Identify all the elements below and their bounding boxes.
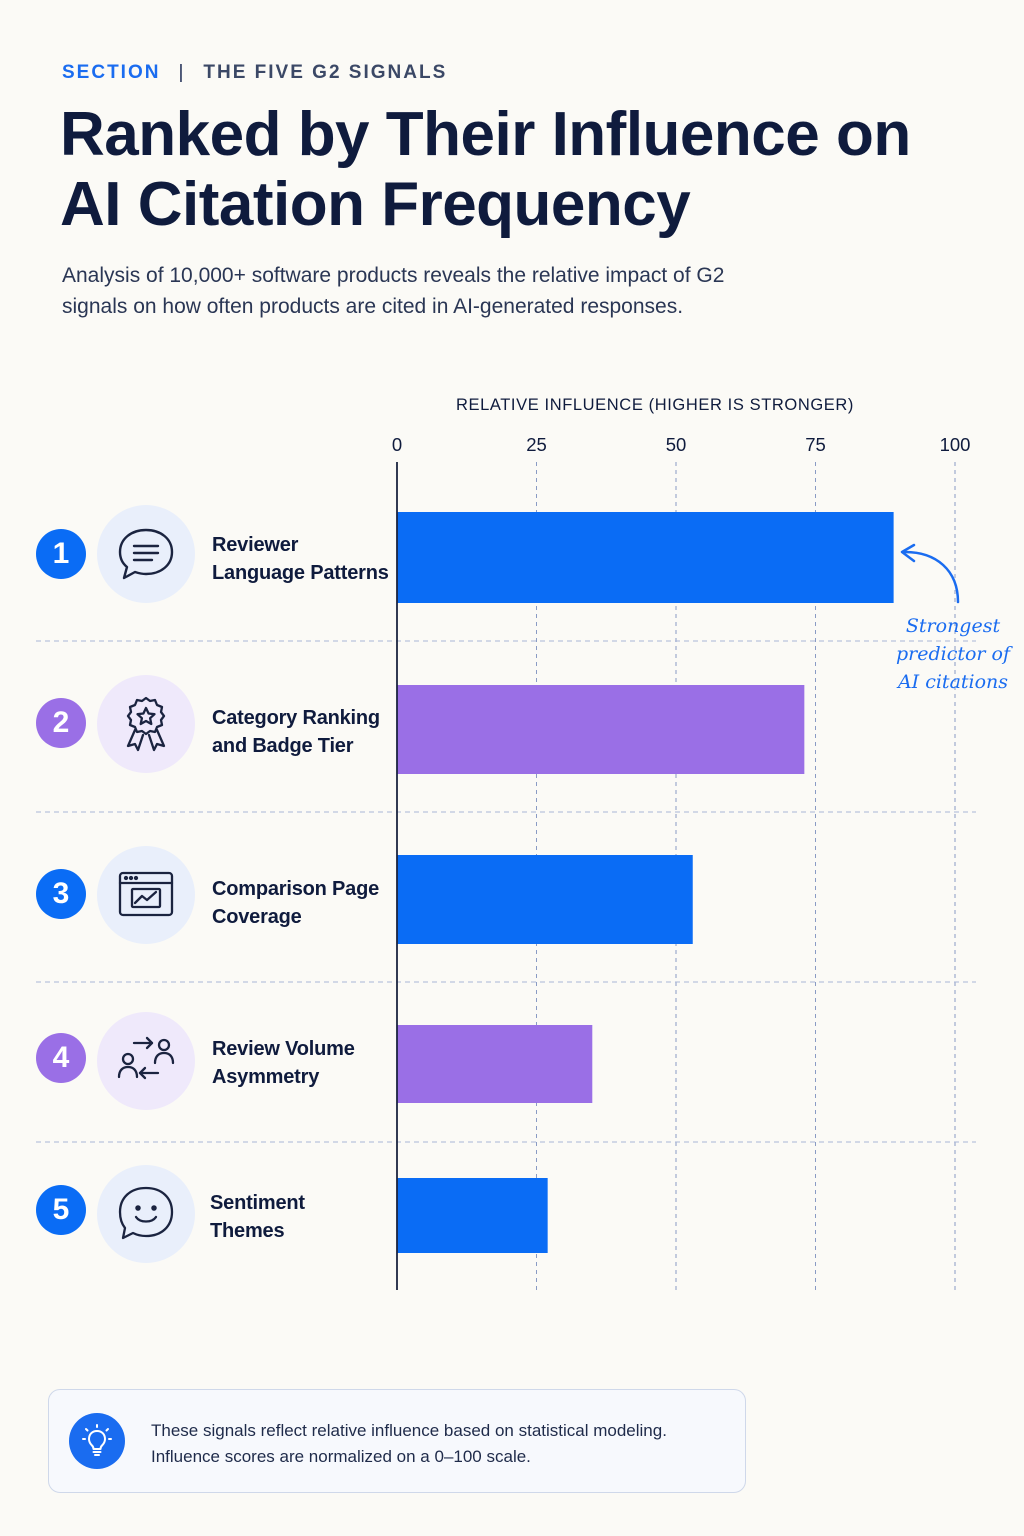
speech-bubble-icon <box>118 528 174 580</box>
signal-label-line-2: Asymmetry <box>212 1066 320 1088</box>
note-line-1: These signals reflect relative influence… <box>151 1421 667 1440</box>
bar-3 <box>397 855 693 944</box>
x-tick-label: 75 <box>805 434 826 455</box>
icon-circle <box>97 1012 195 1110</box>
signal-label-line-1: Review Volume <box>212 1038 355 1060</box>
page-description: Analysis of 10,000+ software products re… <box>62 264 725 318</box>
users-exchange-icon <box>117 1036 175 1080</box>
rank-badge: 3 <box>36 869 86 919</box>
signal-label-line-1: Comparison Page <box>212 878 380 900</box>
lightbulb-icon <box>82 1424 112 1456</box>
bar-5 <box>397 1178 548 1253</box>
bar-2 <box>397 685 805 774</box>
icon-circle <box>97 846 195 944</box>
rank-badge: 5 <box>36 1185 86 1235</box>
signal-label-line-2: and Badge Tier <box>212 735 354 757</box>
section-subtitle: THE FIVE G2 SIGNALS <box>203 62 448 83</box>
icon-circle <box>97 675 195 773</box>
rank-badge: 1 <box>36 529 86 579</box>
bar-4 <box>397 1025 593 1103</box>
signal-label-line-1: Sentiment <box>210 1192 305 1214</box>
signal-label: Category Ranking and Badge Tier <box>212 704 397 760</box>
rank-badge: 2 <box>36 698 86 748</box>
signal-label-line-1: Category Ranking <box>212 707 380 729</box>
rank-badge: 4 <box>36 1033 86 1083</box>
bar-1 <box>397 512 894 603</box>
icon-circle <box>97 1165 195 1263</box>
signal-label: Reviewer Language Patterns <box>212 531 397 587</box>
signal-label: Review Volume Asymmetry <box>212 1035 397 1091</box>
signal-label: Sentiment Themes <box>210 1189 395 1245</box>
eyebrow: SECTION | THE FIVE G2 SIGNALS <box>62 62 447 84</box>
x-tick-label: 25 <box>526 434 547 455</box>
annotation-line-3: AI citations <box>897 671 1009 693</box>
signal-row-4: 4 Review Volume Asymmetry <box>0 1010 400 1120</box>
methodology-note: These signals reflect relative influence… <box>48 1389 746 1493</box>
note-icon-circle <box>69 1413 125 1469</box>
browser-chart-icon <box>118 871 174 917</box>
award-badge-icon <box>126 696 166 752</box>
annotation-line-1: Strongest <box>905 615 1001 637</box>
signal-row-1: 1 Reviewer Language Patterns <box>0 501 400 611</box>
annotation-note: Strongest predictor of AI citations <box>893 612 1013 696</box>
x-tick-label: 50 <box>666 434 687 455</box>
smiley-icon <box>118 1186 174 1240</box>
signal-label-line-2: Themes <box>210 1220 285 1242</box>
signal-label-line-2: Coverage <box>212 906 302 928</box>
signal-row-3: 3 Comparison Page Coverage <box>0 843 400 953</box>
annotation-line-2: predictor of <box>895 643 1011 665</box>
x-tick-label: 100 <box>940 434 971 455</box>
section-label: SECTION <box>62 62 161 83</box>
eyebrow-separator: | <box>178 62 186 83</box>
bar-chart: RELATIVE INFLUENCE (HIGHER IS STRONGER) … <box>36 396 976 1290</box>
x-axis-title: RELATIVE INFLUENCE (HIGHER IS STRONGER) <box>456 396 854 414</box>
signal-row-2: 2 Category Ranking and Badge Tier <box>0 672 400 782</box>
icon-circle <box>97 505 195 603</box>
signal-row-5: 5 Sentiment Themes <box>0 1162 400 1272</box>
x-tick-label: 0 <box>392 434 402 455</box>
signal-label: Comparison Page Coverage <box>212 875 397 931</box>
note-text: These signals reflect relative influence… <box>151 1418 721 1470</box>
signal-label-line-1: Reviewer <box>212 534 299 556</box>
signal-label-line-2: Language Patterns <box>212 562 389 584</box>
note-line-2: Influence scores are normalized on a 0–1… <box>151 1447 531 1466</box>
annotation-arrow <box>900 543 960 604</box>
page-title: Ranked by Their Influence on AI Citation… <box>60 100 911 239</box>
